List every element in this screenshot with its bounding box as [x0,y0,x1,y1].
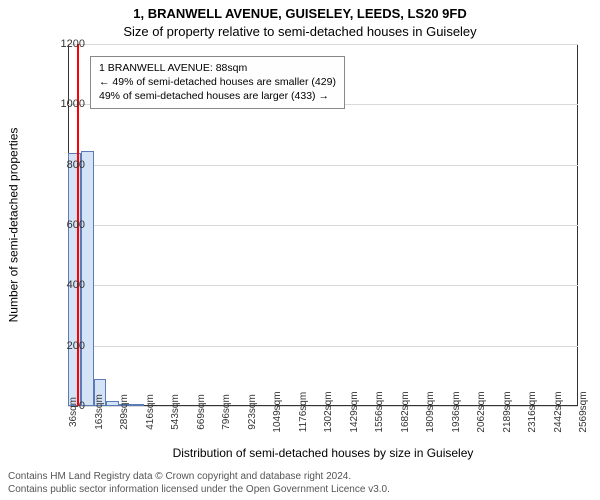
footer-line-2: Contains public sector information licen… [8,484,390,497]
footer-line-1: Contains HM Land Registry data © Crown c… [8,471,390,484]
x-tick-label: 36sqm [68,397,79,427]
x-tick-label: 2062sqm [476,391,487,432]
x-tick-label: 1176sqm [298,392,309,432]
x-axis-label: Distribution of semi-detached houses by … [68,446,578,460]
x-tick-label: 1556sqm [374,391,385,432]
tooltip-line-1: 1 BRANWELL AVENUE: 88sqm [99,61,336,75]
x-tick-label: 1302sqm [323,391,334,432]
x-tick-label: 163sqm [94,394,105,430]
x-tick-label: 2316sqm [527,391,538,432]
chart-title-main: 1, BRANWELL AVENUE, GUISELEY, LEEDS, LS2… [0,6,600,21]
highlight-tooltip: 1 BRANWELL AVENUE: 88sqm ← 49% of semi-d… [90,56,345,109]
x-tick-label: 1429sqm [349,391,360,432]
x-tick-label: 1682sqm [400,391,411,432]
footer-attribution: Contains HM Land Registry data © Crown c… [8,471,390,496]
x-tick-label: 796sqm [221,394,232,430]
x-tick-label: 543sqm [170,394,181,430]
gridline-h [68,285,578,286]
x-tick-label: 289sqm [119,394,130,430]
x-tick-label: 416sqm [145,394,156,430]
gridline-h [68,346,578,347]
y-tick-label: 1200 [55,38,85,50]
gridline-h [68,225,578,226]
x-tick-label: 2569sqm [578,391,589,432]
y-tick-label: 600 [55,219,85,231]
x-tick-label: 923sqm [247,394,258,430]
tooltip-line-3: 49% of semi-detached houses are larger (… [99,89,336,103]
x-tick-label: 2442sqm [553,391,564,432]
y-tick-label: 800 [55,159,85,171]
x-tick-label: 1936sqm [451,391,462,432]
x-tick-label: 2189sqm [502,391,513,432]
gridline-h [68,44,578,45]
x-tick-label: 1049sqm [272,391,283,432]
x-tick-label: 669sqm [196,394,207,430]
histogram-bar [132,404,145,406]
histogram-bar [106,401,119,406]
gridline-h [68,165,578,166]
y-tick-label: 200 [55,340,85,352]
y-tick-label: 400 [55,279,85,291]
y-tick-label: 1000 [55,98,85,110]
chart-title-sub: Size of property relative to semi-detach… [0,24,600,39]
tooltip-line-2: ← 49% of semi-detached houses are smalle… [99,75,336,89]
y-axis-label: Number of semi-detached properties [4,44,22,406]
x-tick-label: 1809sqm [425,391,436,432]
